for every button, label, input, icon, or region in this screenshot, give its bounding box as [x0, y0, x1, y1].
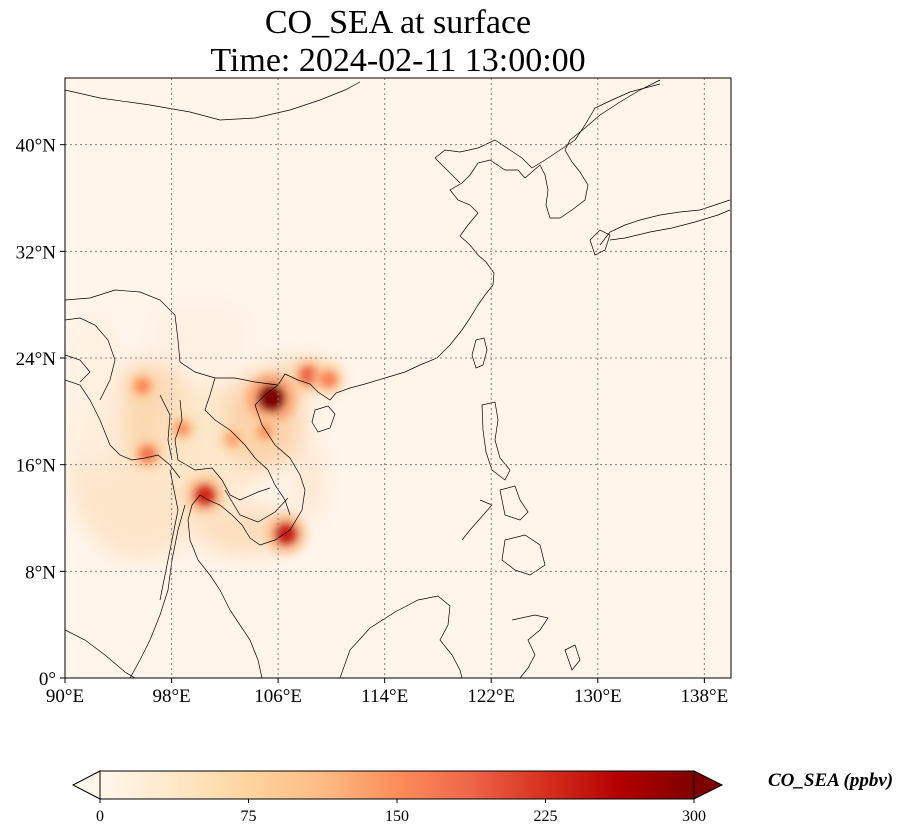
border-china-south: [65, 289, 279, 386]
lat-tick-label: 40°N: [16, 136, 57, 157]
gridline-layer: [65, 78, 731, 678]
co-hotspot: [193, 483, 217, 508]
lon-tick-label: 90°E: [46, 686, 84, 707]
border-thailand: [174, 399, 271, 501]
co-hotspot: [256, 422, 274, 441]
coastline-halmahera: [564, 644, 581, 671]
coastline-layer: [65, 79, 731, 678]
border-cambodia: [224, 489, 289, 523]
coastline-sumatra: [65, 629, 136, 678]
colorbar-ticks: 0 75 150 225 300: [96, 799, 706, 825]
map-title: CO_SEA at surface: [264, 4, 532, 41]
coastline-andaman: [129, 504, 186, 678]
lon-tick-label: 98°E: [152, 686, 190, 707]
coastline-indochina-east: [231, 384, 306, 546]
lon-tick-label: 138°E: [681, 686, 729, 707]
axis-tick-layer: 90°E 98°E 106°E 114°E 122°E 130°E 138°E 0° 8°N 16…: [16, 136, 729, 707]
coastline-mindanao: [501, 534, 546, 576]
co-hotspot-layer: [126, 356, 346, 556]
colorbar-tick-label: 150: [385, 808, 409, 825]
coastline-visayas: [461, 485, 529, 541]
co-hotspot: [319, 370, 339, 389]
coastline-china-east: [277, 272, 495, 401]
lon-tick-label: 122°E: [467, 686, 515, 707]
colorbar-bar: [99, 770, 695, 800]
coastline-gulf-thailand: [187, 494, 263, 678]
border-china-mongolia: [65, 81, 361, 121]
coastline-korea: [544, 79, 661, 219]
co-hotspot: [137, 444, 158, 464]
coastline-taiwan: [471, 337, 488, 369]
colorbar-tick-label: 225: [534, 808, 558, 825]
coastline-japan-honshu: [599, 199, 731, 246]
coastline-borneo: [339, 595, 463, 678]
coastline-japan-south: [609, 209, 731, 241]
coastline-japan-kyushu: [589, 229, 611, 256]
lon-tick-label: 106°E: [254, 686, 302, 707]
coastline-sulawesi: [511, 614, 549, 678]
lat-tick-label: 24°N: [16, 349, 57, 370]
co-hotspot: [173, 420, 191, 438]
lon-tick-label: 130°E: [574, 686, 622, 707]
border-russia-china: [574, 83, 661, 141]
colorbar-extend-min: [71, 770, 101, 800]
colorbar-tick-label: 75: [241, 808, 257, 825]
co-hotspot: [133, 377, 152, 395]
border-india-myanmar: [65, 317, 116, 401]
lat-tick-label: 0°: [39, 669, 56, 690]
lat-tick-label: 8°N: [25, 562, 56, 583]
coastline-luzon: [481, 401, 511, 481]
lat-tick-label: 32°N: [16, 242, 57, 263]
coastline-myanmar: [65, 379, 181, 479]
coastline-china-north: [449, 159, 546, 274]
coastline-myanmar-south: [159, 469, 179, 601]
colorbar: 0 75 150 225 300: [71, 770, 724, 825]
colorbar-label: CO_SEA (ppbv): [768, 770, 894, 791]
coastline-hainan: [311, 405, 336, 433]
border-bangladesh: [65, 354, 91, 383]
colorbar-tick-label: 300: [682, 808, 706, 825]
map-time-subtitle: Time: 2024-02-11 13:00:00: [210, 42, 586, 79]
border-myanmar-thailand: [159, 394, 173, 461]
colorbar-extend-max: [693, 770, 724, 800]
map-frame: [64, 77, 732, 679]
co-hotspot: [274, 522, 299, 546]
lon-tick-label: 114°E: [361, 686, 408, 707]
coastline-bohai: [434, 139, 533, 184]
border-china-korea: [531, 139, 576, 169]
co-hotspot: [224, 431, 242, 448]
lat-tick-label: 16°N: [16, 456, 57, 477]
colorbar-tick-label: 0: [96, 808, 104, 825]
